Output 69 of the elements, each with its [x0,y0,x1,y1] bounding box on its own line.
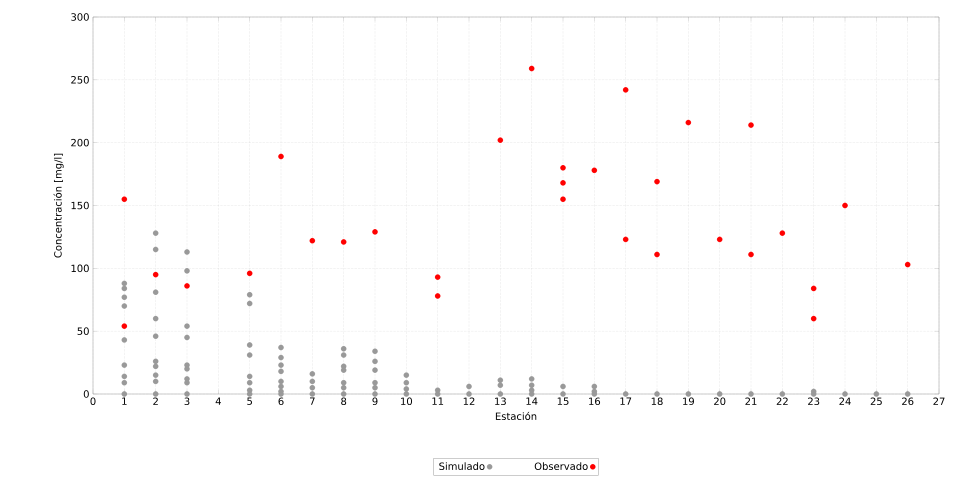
x-tick-label: 26 [902,398,914,406]
point [310,238,316,244]
point [340,239,346,245]
x-tick-label: 11 [432,398,444,405]
point [278,154,284,160]
x-tick-label: 25 [870,398,882,406]
x-tick-label: 5 [247,398,252,405]
x-tick-label: 22 [776,398,788,405]
y-tick-label: 100 [72,264,89,272]
point [498,137,504,143]
x-tick-label: 8 [341,398,346,406]
y-tick-label: 150 [72,202,89,210]
x-tick-label: 1 [122,398,127,405]
y-tick-label: 300 [71,13,89,21]
point [780,230,786,236]
x-tick-label: 23 [808,398,820,406]
x-tick-label: 9 [372,398,378,406]
point [748,252,754,258]
x-tick-label: 27 [933,398,944,405]
point [654,252,660,258]
x-tick-label: 17 [620,398,632,405]
point [560,180,566,186]
legend-label: Observado [534,462,588,470]
point [434,293,440,299]
legend-label: Simulado [439,462,484,470]
point [654,178,660,184]
x-tick-label: 24 [839,398,851,405]
x-tick-label: 15 [558,398,568,405]
x-tick-label: 7 [310,398,315,405]
point [184,283,190,289]
x-tick-label: 0 [90,398,96,406]
x-tick-label: 2 [153,398,158,405]
point [842,202,848,208]
point [716,236,722,242]
y-tick-label: 0 [84,390,89,398]
x-tick-label: 21 [745,398,756,405]
point [246,270,252,276]
y-tick-label: 50 [78,327,89,335]
point [622,87,628,93]
x-tick-label: 20 [714,398,726,406]
point [560,165,566,171]
point [152,272,158,278]
point [372,229,378,235]
point [528,66,534,72]
point [904,262,910,268]
x-tick-label: 3 [184,398,190,406]
x-tick-label: 6 [278,398,284,406]
point [434,274,440,280]
y-tick-label: 200 [71,138,89,146]
y-tick-label: 250 [71,76,89,84]
x-axis-title: Estación [496,412,536,420]
point [810,286,816,292]
point [122,196,128,202]
x-tick-label: 12 [464,398,474,405]
point [748,122,754,128]
x-tick-label: 13 [495,398,506,406]
point [686,120,692,126]
point [122,323,128,329]
x-tick-label: 16 [589,398,600,406]
x-tick-label: 14 [526,398,538,405]
point [592,168,598,174]
x-tick-label: 4 [216,398,221,405]
point [622,236,628,242]
point [810,316,816,322]
y-axis-title: Concentración [mg/l] [54,154,64,258]
x-tick-label: 10 [401,398,412,406]
x-tick-label: 18 [652,398,663,406]
x-tick-label: 19 [683,398,694,406]
point [560,196,566,202]
